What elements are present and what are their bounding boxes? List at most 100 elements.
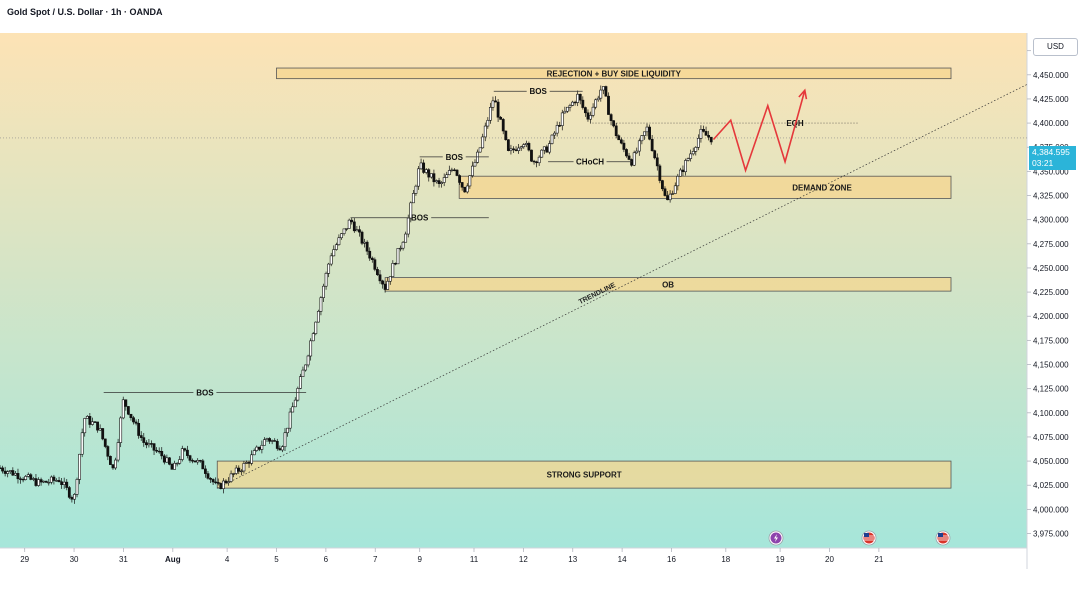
candle-down (499, 116, 503, 120)
candle-down (162, 455, 166, 463)
candle-down (44, 480, 48, 483)
candle-up (591, 106, 595, 116)
candle-down (558, 125, 562, 127)
candle-down (155, 449, 159, 452)
rejection-zone[interactable] (276, 67, 952, 80)
symbol-title: Gold Spot / U.S. Dollar · 1h · OANDA (7, 7, 163, 17)
candle-down (658, 165, 662, 181)
chart-area[interactable]: REJECTION + BUY SIDE LIQUIDITY DEMAND ZON… (0, 33, 1080, 569)
candle-up (221, 480, 225, 490)
candle-down (129, 413, 133, 419)
demand-zone[interactable] (458, 175, 952, 199)
x-tick-label: 5 (274, 555, 279, 564)
candle-down (191, 460, 194, 462)
candle-up (450, 169, 454, 172)
candle-down (211, 479, 215, 483)
currency-selector[interactable]: USD (1033, 38, 1078, 56)
candle-up (121, 399, 125, 419)
candle-up (632, 152, 636, 166)
candle-down (34, 478, 38, 486)
candlestick-chart[interactable]: REJECTION + BUY SIDE LIQUIDITY DEMAND ZON… (0, 33, 1080, 569)
candle-up (173, 462, 176, 470)
lightning-event-icon[interactable] (768, 530, 784, 546)
candle-up (332, 249, 336, 257)
bos-label-1: BOS (196, 389, 214, 398)
candle-up (640, 135, 644, 142)
candle-up (334, 244, 338, 250)
x-tick-label: 14 (618, 555, 627, 564)
candle-up (260, 444, 264, 450)
candle-up (265, 438, 269, 440)
candle-down (604, 86, 608, 97)
x-tick-label: 11 (470, 555, 479, 564)
candle-up (555, 125, 559, 134)
strong-support-zone-label: STRONG SUPPORT (547, 471, 622, 480)
candle-up (396, 248, 400, 265)
candle-up (175, 462, 179, 465)
candle-down (373, 259, 377, 270)
candle-up (116, 442, 120, 461)
candle-down (432, 173, 436, 183)
candle-up (599, 89, 603, 99)
candle-up (91, 421, 94, 425)
candle-down (1, 467, 4, 472)
candle-up (270, 440, 274, 442)
y-tick-label: 4,125.000 (1033, 385, 1069, 394)
candle-up (671, 193, 675, 195)
candle-up (481, 136, 485, 149)
y-tick-label: 4,000.000 (1033, 505, 1069, 514)
trendline[interactable] (217, 84, 1028, 489)
last-price-value: 4,384.595 (1032, 147, 1070, 157)
candle-up (14, 473, 17, 476)
candle-down (198, 460, 202, 462)
strong-support-zone[interactable] (216, 460, 952, 489)
candle-up (699, 129, 703, 139)
candle-up (414, 185, 418, 194)
candle-up (691, 151, 695, 155)
candle-down (365, 241, 369, 252)
candle-up (342, 228, 346, 234)
candle-down (650, 138, 654, 151)
x-tick-label: 4 (225, 555, 230, 564)
candle-down (124, 399, 128, 407)
candle-up (391, 263, 395, 277)
candle-down (257, 446, 261, 450)
candle-down (224, 480, 228, 484)
candle-up (165, 457, 169, 463)
demand-zone-label: DEMAND ZONE (792, 183, 852, 192)
candle-down (275, 440, 279, 449)
candle-down (93, 421, 97, 423)
candle-up (8, 470, 12, 472)
candle-down (709, 136, 713, 143)
candle-down (368, 250, 372, 259)
candle-down (514, 149, 518, 151)
us-flag-event-icon-canton (864, 533, 869, 537)
ob-zone-label: OB (662, 280, 674, 289)
candle-down (160, 451, 164, 457)
candle-up (686, 158, 690, 161)
y-tick-label: 4,425.000 (1033, 95, 1069, 104)
candle-down (39, 479, 43, 483)
candle-down (216, 482, 220, 484)
rejection-zone-label: REJECTION + BUY SIDE LIQUIDITY (547, 69, 682, 78)
candle-down (126, 406, 130, 415)
candle-down (52, 476, 56, 481)
candle-down (29, 474, 33, 480)
us-flag-event-icon[interactable] (935, 530, 951, 546)
candle-down (101, 428, 105, 440)
candle-up (589, 115, 592, 120)
candle-down (455, 169, 459, 176)
candle-down (103, 438, 107, 447)
candle-up (643, 131, 646, 136)
candle-up (180, 448, 184, 460)
candle-up (288, 411, 292, 429)
us-flag-event-icon[interactable] (861, 530, 877, 546)
candle-down (70, 497, 74, 500)
candle-down (206, 473, 210, 479)
candle-up (673, 185, 677, 194)
candle-up (601, 86, 605, 91)
candle-down (504, 130, 508, 141)
candle-up (447, 170, 451, 176)
candle-up (540, 149, 544, 158)
candle-up (509, 148, 513, 151)
